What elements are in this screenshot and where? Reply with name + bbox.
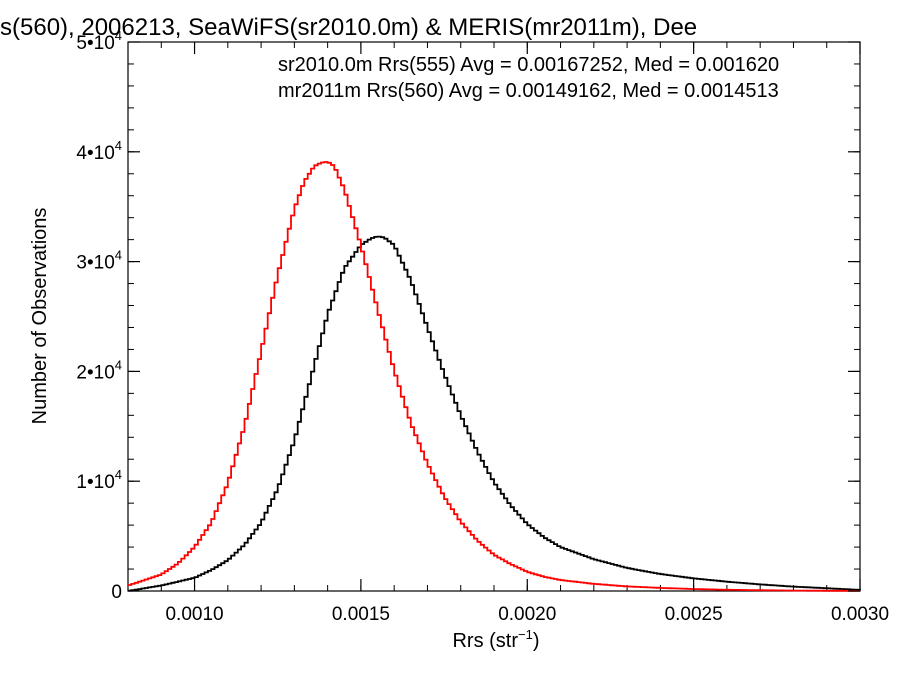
chart-title: s(560), 2006213, SeaWiFS(sr2010.0m) & ME… — [0, 14, 697, 41]
y-tick-label: 1•104 — [76, 467, 122, 493]
x-tick-label: 0.0030 — [831, 604, 889, 625]
x-tick-label: 0.0015 — [332, 604, 390, 625]
x-axis-label: Rrs (str−1) — [452, 627, 539, 652]
stats-annotation: mr2011m Rrs(560) Avg = 0.00149162, Med =… — [278, 80, 779, 102]
y-tick-label: 0 — [111, 582, 122, 603]
y-axis-label: Number of Observations — [29, 208, 51, 425]
y-tick-label: 3•104 — [76, 248, 122, 274]
plot-frame — [127, 41, 861, 592]
y-tick-label: 2•104 — [76, 357, 122, 383]
stats-annotation: sr2010.0m Rrs(555) Avg = 0.00167252, Med… — [278, 54, 779, 76]
y-tick-label: 5•104 — [76, 28, 122, 54]
meris-histogram-line — [128, 161, 860, 592]
seawifs-histogram-line — [128, 235, 861, 592]
x-tick-label: 0.0010 — [165, 604, 223, 625]
y-tick-label: 4•104 — [76, 138, 122, 164]
x-tick-label: 0.0025 — [665, 604, 723, 625]
x-tick-label: 0.0020 — [498, 604, 556, 625]
